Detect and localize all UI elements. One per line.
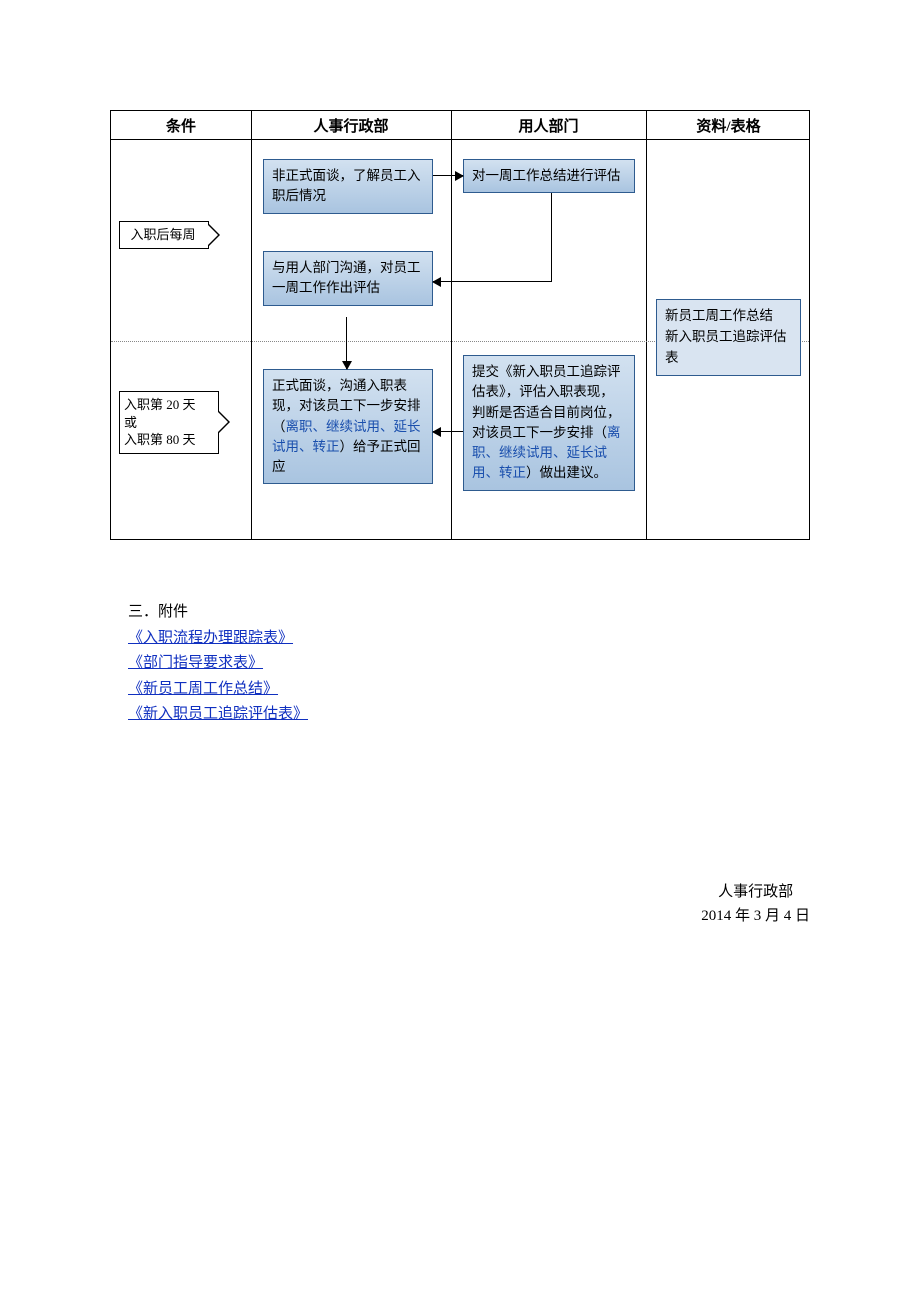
- header-conditions: 条件: [111, 111, 251, 139]
- docs-line2: 新入职员工追踪评估表: [665, 327, 792, 369]
- page: 条件 人事行政部 用人部门 资料/表格 入职后每周 入职第 20 天 或 入职第…: [0, 0, 920, 1302]
- dept-submit-box: 提交《新入职员工追踪评估表》，评估入职表现，判断是否适合目前岗位，对该员工下一步…: [463, 355, 635, 491]
- cond-line1: 入职第 20 天: [124, 396, 212, 414]
- condition-day20-80: 入职第 20 天 或 入职第 80 天: [119, 391, 219, 454]
- footer-date: 2014 年 3 月 4 日: [701, 904, 810, 928]
- dept-submit-pre: 提交《新入职员工追踪评估表》，评估入职表现，判断是否适合目前岗位，对该员工下一步…: [472, 364, 621, 440]
- dept-weekly-text: 对一周工作总结进行评估: [472, 168, 621, 183]
- hr-formal-box: 正式面谈，沟通入职表现，对该员工下一步安排（离职、继续试用、延长试用、转正）给予…: [263, 369, 433, 484]
- arrow-submit-to-formal: [433, 431, 463, 432]
- hr-communicate-box: 与用人部门沟通，对员工一周工作作出评估: [263, 251, 433, 306]
- docs-box: 新员工周工作总结 新入职员工追踪评估表: [656, 299, 801, 376]
- arrow-informal-to-weekly: [433, 175, 463, 176]
- hr-informal-box: 非正式面谈，了解员工入职后情况: [263, 159, 433, 214]
- arrow-weekly-down: [551, 193, 552, 281]
- footer: 人事行政部 2014 年 3 月 4 日: [701, 880, 810, 928]
- col-divider-3: [646, 111, 647, 539]
- footer-dept: 人事行政部: [701, 880, 810, 904]
- condition-weekly-text: 入职后每周: [130, 227, 195, 242]
- flow-table: 条件 人事行政部 用人部门 资料/表格 入职后每周 入职第 20 天 或 入职第…: [110, 110, 810, 540]
- dept-submit-post: ）做出建议。: [526, 465, 607, 480]
- attachment-link-1[interactable]: 《入职流程办理跟踪表》: [128, 630, 293, 646]
- header-hr: 人事行政部: [251, 111, 451, 139]
- arrow-weekly-to-communicate: [433, 281, 552, 282]
- header-divider: [111, 139, 809, 140]
- hr-informal-text: 非正式面谈，了解员工入职后情况: [272, 168, 421, 203]
- dept-weekly-box: 对一周工作总结进行评估: [463, 159, 635, 193]
- arrow-communicate-down: [346, 317, 347, 369]
- attachment-link-2[interactable]: 《部门指导要求表》: [128, 655, 263, 671]
- attachment-link-4[interactable]: 《新入职员工追踪评估表》: [128, 706, 308, 722]
- attachments-title: 三．附件: [128, 600, 810, 626]
- header-dept: 用人部门: [451, 111, 646, 139]
- attachment-link-3[interactable]: 《新员工周工作总结》: [128, 681, 278, 697]
- cond-line2: 或: [124, 414, 212, 432]
- header-docs: 资料/表格: [646, 111, 811, 139]
- condition-weekly: 入职后每周: [119, 221, 209, 249]
- hr-communicate-text: 与用人部门沟通，对员工一周工作作出评估: [272, 260, 421, 295]
- docs-line1: 新员工周工作总结: [665, 306, 792, 327]
- cond-line3: 入职第 80 天: [124, 431, 212, 449]
- col-divider-1: [251, 111, 252, 539]
- attachments-section: 三．附件 《入职流程办理跟踪表》 《部门指导要求表》 《新员工周工作总结》 《新…: [128, 600, 810, 728]
